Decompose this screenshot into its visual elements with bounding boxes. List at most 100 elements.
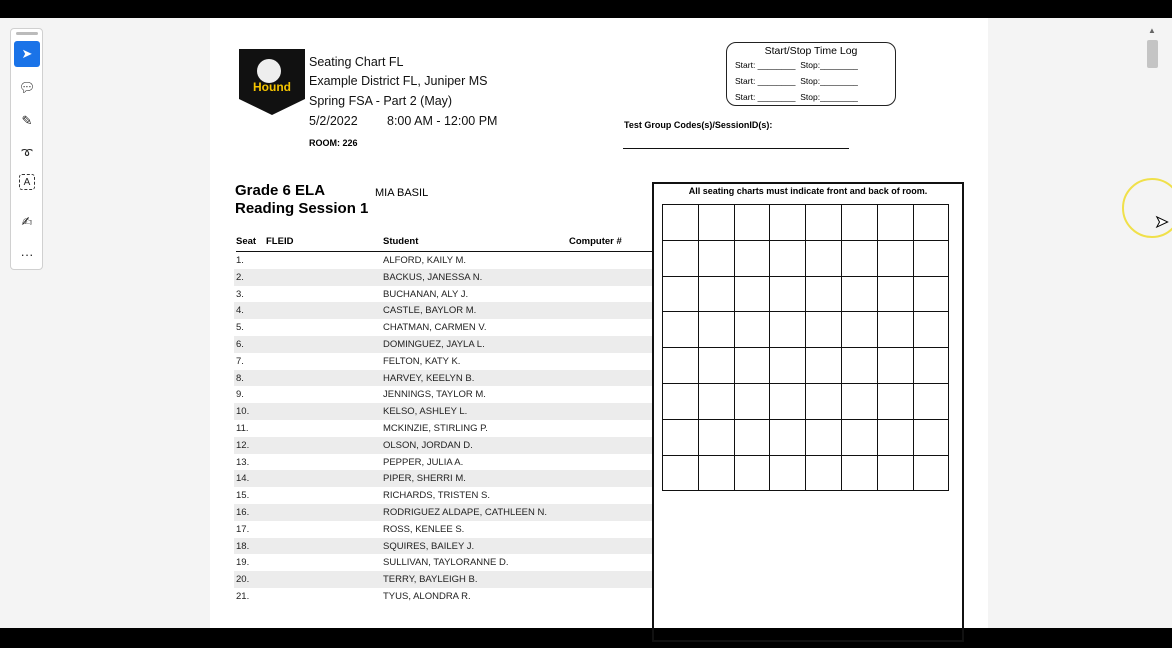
seat-cell (877, 312, 914, 349)
seat-cell (734, 205, 771, 241)
start-field: Start: ________ (735, 60, 796, 70)
start-field: Start: ________ (735, 92, 796, 102)
table-row: 16. RODRIGUEZ ALDAPE, CATHLEEN N. (234, 504, 652, 521)
student-name: RODRIGUEZ ALDAPE, CATHLEEN N. (383, 507, 547, 518)
signature-tool-icon[interactable]: ✍︎ (21, 214, 33, 229)
seat-number: 12. (236, 439, 250, 451)
seat-number: 15. (236, 490, 250, 502)
more-tools-button[interactable]: ··· (20, 246, 34, 262)
table-row: 4. CASTLE, BAYLOR M. (234, 302, 652, 320)
student-name: PIPER, SHERRI M. (383, 473, 466, 485)
pdf-page: Hound Seating Chart FL Example District … (210, 18, 988, 642)
seat-cell (770, 276, 807, 313)
seat-cell (698, 455, 735, 492)
seating-grid (662, 204, 950, 492)
student-name: CASTLE, BAYLOR M. (383, 305, 477, 317)
seat-number: 3. (236, 288, 244, 300)
seat-cell (806, 240, 842, 277)
district-name: Example District FL, Juniper MS (309, 74, 488, 88)
seat-cell (806, 455, 842, 492)
seat-cell (698, 419, 735, 456)
seat-cell (698, 276, 735, 313)
seat-cell (841, 205, 878, 241)
seat-number: 21. (236, 591, 250, 602)
student-name: FELTON, KATY K. (383, 355, 461, 367)
seat-cell (663, 455, 699, 492)
seat-cell (663, 348, 699, 384)
seat-cell (877, 419, 914, 456)
scrollbar-thumb[interactable] (1147, 40, 1158, 68)
seat-cell (770, 455, 807, 492)
table-row: 15. RICHARDS, TRISTEN S. (234, 487, 652, 504)
vertical-scrollbar[interactable]: ▲ (1145, 26, 1160, 628)
text-box-tool-icon[interactable]: A (19, 174, 35, 190)
test-name: Spring FSA - Part 2 (May) (309, 94, 453, 108)
start-field: Start: ________ (735, 76, 796, 86)
seat-number: 18. (236, 540, 250, 552)
comment-tool-icon[interactable]: 💬︎ (18, 80, 36, 95)
stop-field: Stop:________ (800, 92, 858, 102)
table-row: 13. PEPPER, JULIA A. (234, 454, 652, 471)
seat-number: 8. (236, 372, 244, 384)
seat-cell (698, 383, 735, 420)
seat-number: 19. (236, 557, 250, 569)
seat-cell (734, 276, 771, 313)
seat-cell (663, 276, 699, 313)
seat-cell (734, 240, 771, 277)
seat-cell (841, 455, 878, 492)
student-name: TYUS, ALONDRA R. (383, 591, 471, 602)
seat-cell (841, 348, 878, 384)
lasso-tool-icon[interactable]: ➰︎ (21, 146, 33, 161)
seat-number: 16. (236, 507, 250, 518)
seat-cell (913, 205, 950, 241)
table-row: 21. TYUS, ALONDRA R. (234, 588, 652, 605)
seat-cell (770, 348, 807, 384)
student-name: RICHARDS, TRISTEN S. (383, 490, 490, 502)
teacher-name: MIA BASIL (375, 187, 429, 199)
seat-cell (770, 240, 807, 277)
table-row: 11. MCKINZIE, STIRLING P. (234, 420, 652, 437)
toolbar-grip[interactable] (16, 32, 38, 35)
table-row: 3. BUCHANAN, ALY J. (234, 286, 652, 303)
student-name: BACKUS, JANESSA N. (383, 271, 483, 283)
student-name: DOMINGUEZ, JAYLA L. (383, 339, 485, 350)
seat-number: 4. (236, 305, 244, 317)
room-number: ROOM: 226 (309, 138, 358, 148)
seat-cell (877, 383, 914, 420)
seating-note: All seating charts must indicate front a… (688, 186, 928, 196)
time-log-title: Start/Stop Time Log (764, 45, 858, 57)
col-seat: Seat (236, 236, 257, 247)
bottom-bar (0, 628, 1172, 648)
seat-number: 20. (236, 574, 250, 586)
student-name: JENNINGS, TAYLOR M. (383, 389, 486, 401)
student-name: ALFORD, KAILY M. (383, 255, 467, 266)
seat-number: 10. (236, 406, 250, 418)
seat-cell (877, 348, 914, 384)
seat-cell (806, 383, 842, 420)
seat-number: 13. (236, 456, 250, 468)
seat-cell (698, 348, 735, 384)
seat-number: 2. (236, 271, 244, 283)
seat-number: 5. (236, 322, 244, 334)
select-tool-icon[interactable]: ➤ (14, 41, 40, 67)
student-name: TERRY, BAYLEIGH B. (383, 574, 478, 586)
seat-number: 7. (236, 355, 244, 367)
stop-field: Stop:________ (800, 76, 858, 86)
seat-cell (913, 455, 950, 492)
seat-number: 1. (236, 255, 244, 266)
seat-cell (806, 348, 842, 384)
report-title: Seating Chart FL (309, 55, 404, 69)
seat-number: 14. (236, 473, 250, 485)
seat-cell (734, 455, 771, 492)
seat-cell (770, 205, 807, 241)
table-row: 18. SQUIRES, BAILEY J. (234, 537, 652, 555)
seat-cell (663, 419, 699, 456)
pen-tool-icon[interactable]: ✎ (21, 113, 33, 128)
test-hound-logo: Hound (239, 49, 305, 115)
table-row: 17. ROSS, KENLEE S. (234, 521, 652, 538)
seat-cell (841, 276, 878, 313)
session-title: Reading Session 1 (235, 200, 369, 217)
col-computer: Computer # (569, 236, 622, 247)
table-row: 9. JENNINGS, TAYLOR M. (234, 386, 652, 403)
seat-number: 6. (236, 339, 244, 350)
